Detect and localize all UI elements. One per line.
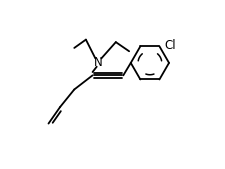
Text: Cl: Cl (164, 39, 176, 52)
Text: N: N (94, 56, 103, 69)
